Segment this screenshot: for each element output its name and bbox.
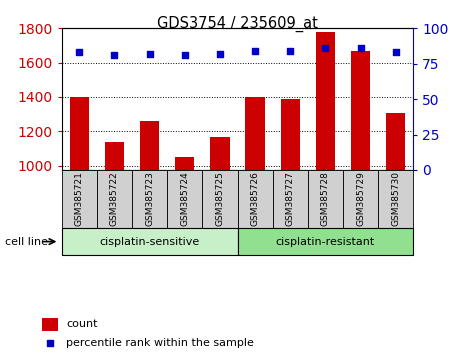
Bar bbox=[175, 157, 194, 170]
Text: GSM385726: GSM385726 bbox=[251, 171, 259, 226]
Point bbox=[392, 50, 399, 55]
Bar bbox=[97, 170, 132, 228]
Point bbox=[251, 48, 259, 54]
Bar bbox=[343, 170, 378, 228]
Text: count: count bbox=[66, 319, 98, 329]
Bar bbox=[238, 170, 273, 228]
Text: cisplatin-sensitive: cisplatin-sensitive bbox=[99, 236, 200, 247]
Text: GDS3754 / 235609_at: GDS3754 / 235609_at bbox=[157, 16, 318, 32]
Text: GSM385728: GSM385728 bbox=[321, 171, 330, 226]
Bar bbox=[42, 318, 58, 331]
Text: GSM385725: GSM385725 bbox=[216, 171, 224, 226]
Point bbox=[111, 52, 118, 58]
Bar bbox=[281, 99, 300, 170]
Bar bbox=[351, 51, 370, 170]
Text: GSM385730: GSM385730 bbox=[391, 171, 400, 226]
Bar bbox=[378, 170, 413, 228]
Bar bbox=[386, 113, 405, 170]
Text: GSM385729: GSM385729 bbox=[356, 171, 365, 226]
Bar bbox=[238, 228, 413, 255]
Bar bbox=[62, 228, 238, 255]
Bar bbox=[105, 142, 124, 170]
Bar bbox=[140, 121, 159, 170]
Point bbox=[286, 48, 294, 54]
Text: GSM385724: GSM385724 bbox=[180, 171, 189, 226]
Point bbox=[322, 45, 329, 51]
Text: GSM385727: GSM385727 bbox=[286, 171, 294, 226]
Bar bbox=[70, 97, 89, 170]
Bar bbox=[316, 32, 335, 170]
Point bbox=[146, 51, 153, 57]
Bar bbox=[132, 170, 167, 228]
Bar bbox=[273, 170, 308, 228]
Bar bbox=[62, 170, 97, 228]
Point bbox=[181, 52, 189, 58]
Bar bbox=[210, 137, 229, 170]
Bar bbox=[308, 170, 343, 228]
Bar bbox=[202, 170, 238, 228]
Bar bbox=[167, 170, 202, 228]
Text: cisplatin-resistant: cisplatin-resistant bbox=[276, 236, 375, 247]
Point bbox=[47, 340, 54, 346]
Point bbox=[216, 51, 224, 57]
Text: cell line: cell line bbox=[5, 236, 48, 247]
Bar bbox=[246, 97, 265, 170]
Text: GSM385722: GSM385722 bbox=[110, 171, 119, 226]
Text: GSM385721: GSM385721 bbox=[75, 171, 84, 226]
Point bbox=[357, 45, 364, 51]
Text: percentile rank within the sample: percentile rank within the sample bbox=[66, 338, 254, 348]
Point bbox=[76, 50, 83, 55]
Text: GSM385723: GSM385723 bbox=[145, 171, 154, 226]
